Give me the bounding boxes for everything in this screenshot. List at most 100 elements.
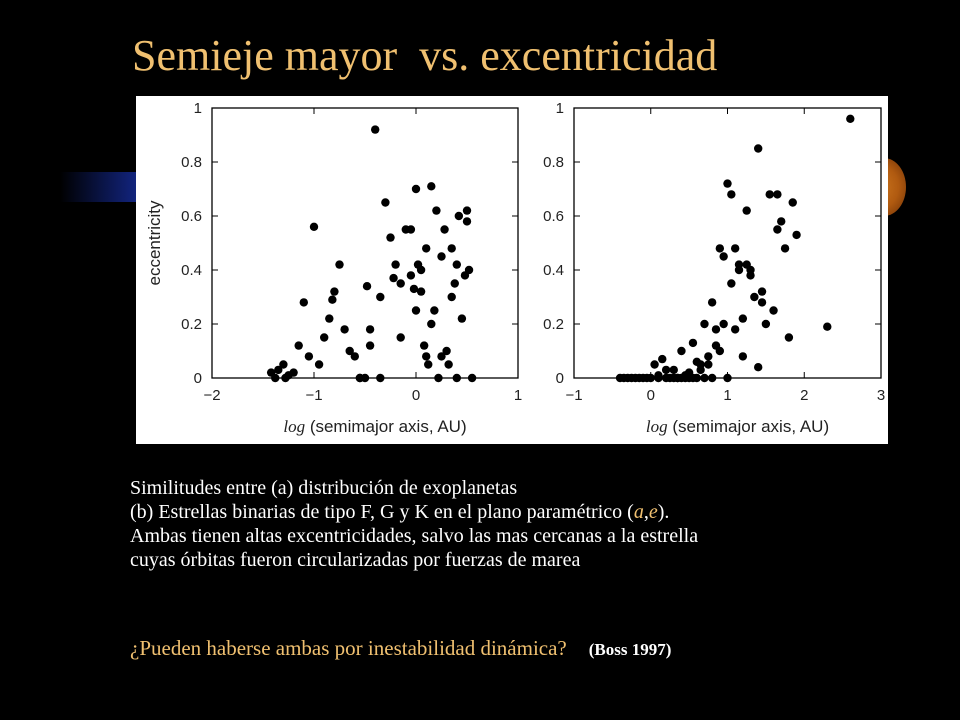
plot-2-data-point [658,354,667,364]
plot-2-data-point [700,319,709,329]
plot-1-data-point [447,244,456,253]
plot-2-data-point [846,114,855,123]
plot-2-xlabel-text: (semimajor axis, AU) [668,417,830,436]
plot-1-data-point [419,341,429,350]
plot-2-data-point [646,373,655,383]
plot-2-data-point [688,338,698,348]
question-text: ¿Pueden haberse ambas por inestabilidad … [130,636,567,660]
plot-2-data-point [784,333,794,342]
plot-1-data-point [391,260,400,269]
plot-2-data-point [681,371,690,380]
plot-2-data-point [742,260,751,269]
plot-1-data-point [454,211,464,221]
plot-2-data-point [704,360,713,369]
param-a: a [633,501,644,523]
plot-2-data-point [754,144,763,153]
plot-1-data-point [328,295,337,304]
plot-1-data-point [294,341,303,350]
plot-1-data-point [437,252,446,261]
plot-2-data-point [742,206,751,215]
plot-1-xtick-label: 0 [412,387,420,404]
plot-2-data-point [711,325,721,334]
plot-1-xlabel-log: log [283,417,305,436]
plot-2-data-point [707,298,717,307]
plot-1-data-point [457,314,467,323]
plot-1-data-point [345,346,354,356]
plot-2-data-point [696,360,705,369]
plot-1-data-point [464,265,474,275]
plot-1-data-point [340,325,349,334]
plot-2-data-point [761,319,771,329]
plot-2-data-point [661,373,671,383]
plot-1-data-point [396,333,405,342]
plot-1-data-point [440,225,449,234]
plot-2-data-point [773,225,782,234]
plot-2-ytick-label: 0 [556,370,564,387]
plot-1-data-point [434,373,443,383]
plot-1-data-point [437,352,446,361]
plot-2-data-point [719,252,728,261]
plot-2-xtick-label: 0 [647,387,655,404]
plot-1-data-point [422,244,431,253]
plot-2-data-point [669,365,678,375]
plot-1-data-point [422,352,431,361]
plot-2-frame [573,107,882,379]
param-e: e [648,501,658,523]
plot-1-data-point [365,325,375,334]
plot-1-data-point [427,182,436,191]
plot-2-data-point [661,365,671,375]
caption-line-4: cuyas órbitas fueron circularizadas por … [130,549,581,571]
plot-1-xlabel-text: (semimajor axis, AU) [305,417,467,436]
plot-1-data-point [289,368,298,377]
plot-2-data-point [700,373,709,383]
plot-1-xtick-label: 1 [514,387,522,404]
plot-2-data-point [677,346,686,356]
plot-2-data-point [792,230,801,240]
plot-1-data-point [450,279,459,288]
plot-2-data-point [715,244,725,253]
plot-2-ytick-label: 0.8 [543,154,564,171]
plot-2-xtick-label: 2 [800,387,808,404]
caption-line-2-end: ). [657,501,670,523]
plot-1-data-point [320,333,329,342]
plot-1-ytick-label: 1 [194,100,202,117]
plot-2-data-point [757,287,767,296]
plot-1-data-point [452,260,461,269]
plot-2-data-point [730,325,740,334]
caption-line-2: (b) Estrellas binarias de tipo F, G y K … [130,500,930,524]
plot-2-data-point [723,179,732,188]
plot-1-data-point [430,306,439,315]
plot-1-ytick-label: 0 [194,370,202,387]
plot-2-data-point [765,190,774,199]
plot-1-data-point [299,298,308,307]
plot-2-ytick-label: 1 [556,100,564,117]
plot-1-data-point [304,352,314,361]
plot-1-data-point [452,373,461,383]
plot-1-data-point [350,352,359,361]
plot-1-ylabel: eccentricity [145,200,164,286]
plot-1-data-point [416,265,426,275]
question-line: ¿Pueden haberse ambas por inestabilidad … [130,636,671,661]
plot-1-data-point [467,373,477,383]
plot-2-data-point [711,341,721,350]
plot-2-data-point [707,373,717,383]
plot-1-data-point [376,292,385,302]
plot-1-data-point [416,287,426,296]
plot-1-frame [211,107,519,379]
caption: Similitudes entre (a) distribución de ex… [130,476,930,572]
plot-1-data-point [314,360,324,369]
plot-1-data-point [424,360,433,369]
plot-2-xtick-label: −1 [565,387,582,404]
plot-1-data-point [462,206,472,215]
plot-1-data-point [389,273,398,283]
plot-2-data-point [788,198,797,207]
plot-2-data-point [823,322,832,331]
plot-2-data-point [704,352,713,361]
plot-2-data-point [688,373,698,383]
plot-1-data-point [406,271,416,280]
plot-2-xlabel-log: log [646,417,668,436]
plot-2-data-point [719,319,728,329]
plot-2-data-point [723,373,732,383]
plot-1-data-point [386,233,395,242]
plot-1-xtick-label: −1 [305,387,322,404]
